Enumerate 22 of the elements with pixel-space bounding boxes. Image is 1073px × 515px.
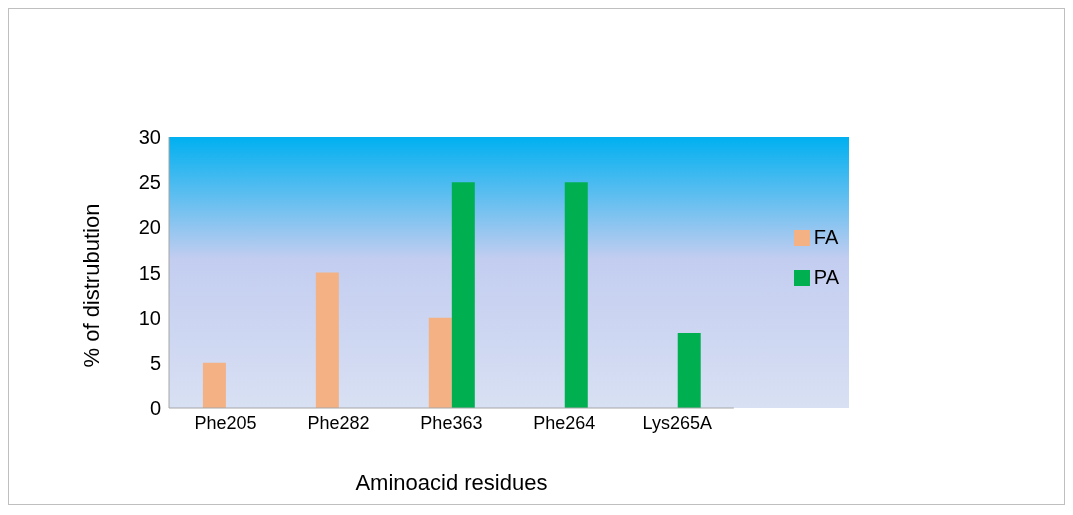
x-tick-label: Phe363 [420,412,483,433]
x-axis-title: Aminoacid residues [355,470,548,495]
y-axis-title: % of distrubution [78,203,104,368]
legend-label: FA [813,225,839,248]
bar [428,317,452,408]
y-tick-label: 20 [138,216,161,239]
y-tick-label: 10 [138,306,161,329]
x-tick-label: Phe282 [307,412,370,433]
bar [202,362,226,408]
legend-label: PA [813,265,839,288]
y-tick-label: 5 [149,351,161,374]
x-tick-label: Phe205 [194,412,257,433]
y-tick-label: 15 [138,261,161,284]
x-tick-label: Phe264 [533,412,596,433]
y-tick-label: 25 [138,171,161,194]
bar [677,333,701,408]
x-tick-label: Lys265A [642,412,713,433]
bar [451,182,475,408]
bar [315,272,339,408]
y-tick-label: 0 [149,397,161,420]
y-tick-label: 30 [138,126,161,149]
bar [564,182,588,408]
